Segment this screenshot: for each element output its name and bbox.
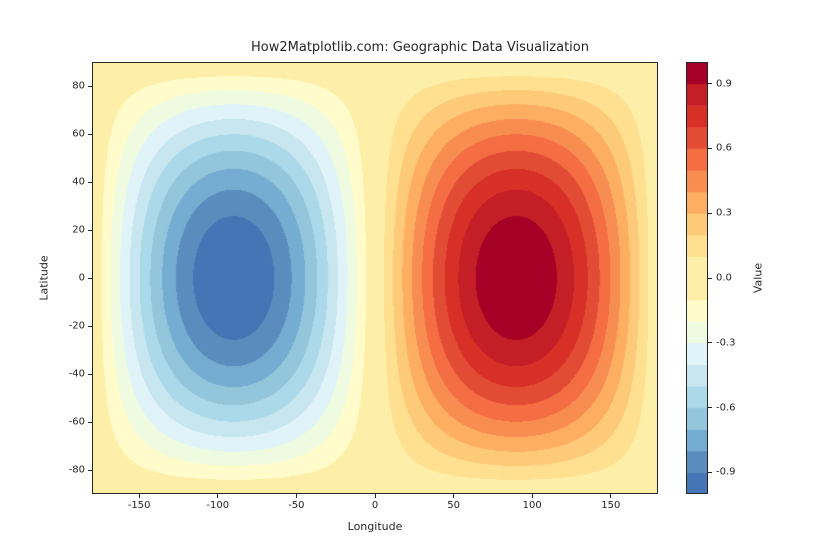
colorbar-label: Value [752, 263, 765, 293]
y-tickmark [88, 86, 92, 87]
y-tickmark [88, 278, 92, 279]
x-tick-label: 100 [523, 500, 542, 511]
x-tickmark [139, 494, 140, 498]
colorbar-tick-label: -0.9 [716, 467, 736, 478]
y-tick-label: -80 [69, 465, 85, 476]
colorbar-tickmark [708, 148, 712, 149]
colorbar-tick-label: 0.3 [716, 208, 732, 219]
y-tick-label: 40 [72, 177, 85, 188]
y-tick-label: 60 [72, 129, 85, 140]
x-tick-label: -150 [128, 500, 151, 511]
x-axis-label: Longitude [348, 520, 403, 533]
colorbar-tick-label: 0.6 [716, 143, 732, 154]
chart-title: How2Matplotlib.com: Geographic Data Visu… [0, 40, 840, 55]
y-tickmark [88, 374, 92, 375]
contour-canvas [92, 62, 658, 494]
colorbar-tickmark [708, 213, 712, 214]
colorbar-tick-label: -0.3 [716, 337, 736, 348]
y-tickmark [88, 134, 92, 135]
x-tickmark [610, 494, 611, 498]
y-tick-label: 0 [79, 273, 85, 284]
y-tick-label: -60 [69, 417, 85, 428]
colorbar-tickmark [708, 407, 712, 408]
x-tickmark [296, 494, 297, 498]
x-tick-label: 50 [447, 500, 460, 511]
y-tickmark [88, 182, 92, 183]
x-tickmark [217, 494, 218, 498]
colorbar-tick-label: -0.6 [716, 402, 736, 413]
y-tickmark [88, 470, 92, 471]
colorbar-canvas [686, 62, 708, 494]
x-tick-label: 150 [601, 500, 620, 511]
y-tickmark [88, 422, 92, 423]
x-tick-label: -100 [206, 500, 229, 511]
y-tickmark [88, 230, 92, 231]
x-tick-label: -50 [288, 500, 304, 511]
colorbar-tickmark [708, 278, 712, 279]
y-axis-label: Latitude [38, 255, 51, 300]
x-tickmark [375, 494, 376, 498]
y-tickmark [88, 326, 92, 327]
plot-area [92, 62, 658, 494]
y-tick-label: -20 [69, 321, 85, 332]
x-tickmark [532, 494, 533, 498]
y-tick-label: 80 [72, 81, 85, 92]
colorbar-tick-label: 0.9 [716, 78, 732, 89]
colorbar [686, 62, 708, 494]
colorbar-tickmark [708, 472, 712, 473]
colorbar-tick-label: 0.0 [716, 273, 732, 284]
x-tick-label: 0 [372, 500, 378, 511]
colorbar-tickmark [708, 83, 712, 84]
colorbar-tickmark [708, 342, 712, 343]
y-tick-label: 20 [72, 225, 85, 236]
figure: How2Matplotlib.com: Geographic Data Visu… [0, 0, 840, 560]
y-tick-label: -40 [69, 369, 85, 380]
x-tickmark [453, 494, 454, 498]
